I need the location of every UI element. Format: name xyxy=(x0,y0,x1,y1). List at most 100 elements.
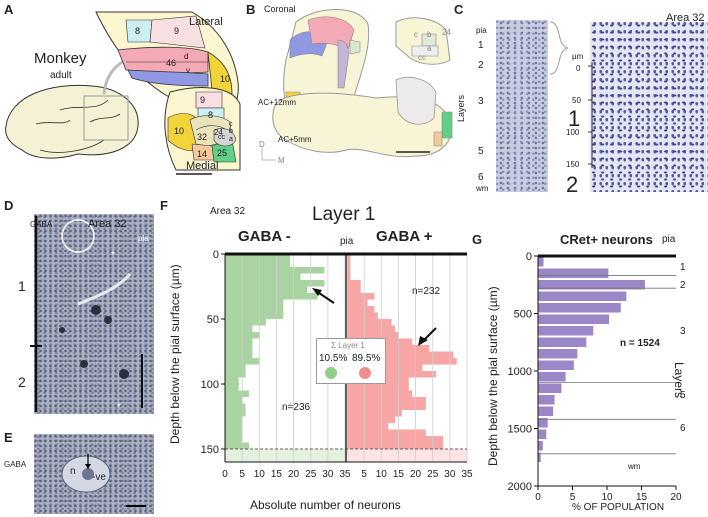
x-tick-label-pos: 15 xyxy=(393,469,405,480)
x-tick-label-neg: 5 xyxy=(239,469,245,480)
gaba-neg-bar xyxy=(225,410,246,417)
gaba-neg-arrowhead xyxy=(312,288,322,296)
y-tick-label: 150 xyxy=(201,444,219,456)
gaba-pos-bar xyxy=(347,423,389,430)
gaba-pos-bar xyxy=(347,260,351,267)
gaba-neg-bar xyxy=(225,267,325,274)
panel-b-coronal-sections xyxy=(261,9,453,161)
panel-g-wm-label: wm xyxy=(628,462,641,471)
gaba-pos-bar xyxy=(347,312,378,319)
gaba-pos-bar xyxy=(347,416,395,423)
g-y-tick-label: 1000 xyxy=(508,366,532,378)
x-tick-label-pos: 30 xyxy=(444,469,456,480)
panel-f-title: Layer 1 xyxy=(312,204,376,225)
g-y-tick-label: 0 xyxy=(526,251,532,263)
zoom-tick-50: 50 xyxy=(572,96,581,105)
gaba-neg-wm-band xyxy=(225,449,345,462)
gaba-neg-bar xyxy=(225,416,243,423)
g-x-tick-label: 15 xyxy=(636,492,648,503)
layer-label-pia: pia xyxy=(476,26,487,35)
coronal-label-cc: cc xyxy=(418,53,426,62)
zoom-depth-scale xyxy=(588,62,593,168)
g-x-tick-label: 10 xyxy=(601,492,613,503)
g-y-tick-label: 1500 xyxy=(508,424,532,436)
cret-bar xyxy=(538,257,544,267)
panel-d-asterisk-top: * xyxy=(111,250,115,261)
cret-bar xyxy=(538,337,587,347)
zoom-tick-150: 150 xyxy=(566,160,580,169)
cret-bar xyxy=(538,372,566,382)
gaba-pos-bar xyxy=(347,397,426,404)
zoom-layer-2-label: 2 xyxy=(566,172,579,197)
cret-bar xyxy=(538,326,594,336)
gaba-pos-bar xyxy=(347,254,351,261)
gaba-pos-bar xyxy=(347,332,399,339)
panel-d-letter: D xyxy=(4,198,14,213)
g-x-tick-label: 5 xyxy=(570,492,576,503)
gaba-neg-bar xyxy=(225,319,267,326)
panel-d-stain: GABA xyxy=(30,220,53,229)
panel-g-layer-2: 2 xyxy=(680,280,686,291)
panel-d-pia: pia xyxy=(138,234,149,243)
cret-bar xyxy=(538,452,541,462)
area-label-32: 32 xyxy=(197,132,208,142)
area-label-10-medial: 10 xyxy=(174,126,185,136)
gaba-pos-header: GABA + xyxy=(376,228,433,245)
x-tick-label-neg: 20 xyxy=(288,469,300,480)
gaba-neg-bar xyxy=(225,429,243,436)
y-tick-label: 100 xyxy=(201,379,219,391)
panel-e-letter: E xyxy=(4,430,13,445)
panel-g-n-label: n = 1524 xyxy=(620,338,660,349)
layer-sum-neg-pct: 10.5% xyxy=(319,353,348,364)
panel-d-title: Area 32 xyxy=(88,218,127,230)
x-tick-label-pos: 20 xyxy=(410,469,422,480)
zoom-layer-1-label: 1 xyxy=(568,106,581,131)
gaba-neg-bar xyxy=(225,403,246,410)
cret-bar xyxy=(538,429,547,439)
gaba-pos-bar xyxy=(347,351,454,358)
zoom-tick-0: 0 xyxy=(576,64,581,73)
area-label-10-lateral: 10 xyxy=(220,74,231,84)
gaba-neg-bar xyxy=(225,325,253,332)
g-x-tick-label: 0 xyxy=(535,492,541,503)
x-tick-label-neg: 10 xyxy=(254,469,266,480)
panel-c-letter: C xyxy=(454,2,464,17)
gaba-neg-bar xyxy=(225,371,246,378)
gaba-neg-histogram xyxy=(225,254,325,456)
panel-g-xlabel: % OF POPULATION xyxy=(572,502,665,513)
panel-g-layer-3: 3 xyxy=(680,326,686,337)
area-label-c: c xyxy=(229,121,233,128)
gaba-pos-bar xyxy=(347,390,413,397)
x-tick-label-pos: 25 xyxy=(427,469,439,480)
area-label-a: a xyxy=(229,136,233,143)
cret-histogram xyxy=(538,257,645,462)
panel-f-xlabel: Absolute number of neurons xyxy=(250,498,401,512)
panel-e-vesicle-label: -ve xyxy=(92,472,106,483)
panel-g-layer-1: 1 xyxy=(680,262,686,273)
gaba-neg-header: GABA - xyxy=(238,228,291,245)
cret-bar xyxy=(538,441,543,451)
cret-bar xyxy=(538,418,548,428)
x-tick-label-pos: 5 xyxy=(361,469,367,480)
layer-sum-pos-dot xyxy=(359,367,371,379)
gaba-neg-bar xyxy=(225,436,243,443)
area-label-9-medial: 9 xyxy=(200,95,206,105)
lateral-label: Lateral xyxy=(189,16,223,28)
cret-bar xyxy=(538,383,562,393)
panel-e-stain: GABA xyxy=(4,460,27,469)
cret-bar xyxy=(538,349,578,359)
gaba-section-overlay xyxy=(59,219,143,408)
gaba-pos-bar xyxy=(347,403,426,410)
layer-label-6: 6 xyxy=(478,172,484,183)
panel-g-title: CRet+ neurons xyxy=(560,232,653,247)
area-label-b: b xyxy=(229,128,233,135)
gaba-neg-bar xyxy=(225,377,239,384)
area-label-d: d xyxy=(184,52,189,61)
gaba-neg-bar xyxy=(225,254,291,261)
area-label-cc: cc xyxy=(218,134,225,141)
panel-g-letter: G xyxy=(472,232,483,247)
gaba-pos-bar xyxy=(347,293,375,300)
